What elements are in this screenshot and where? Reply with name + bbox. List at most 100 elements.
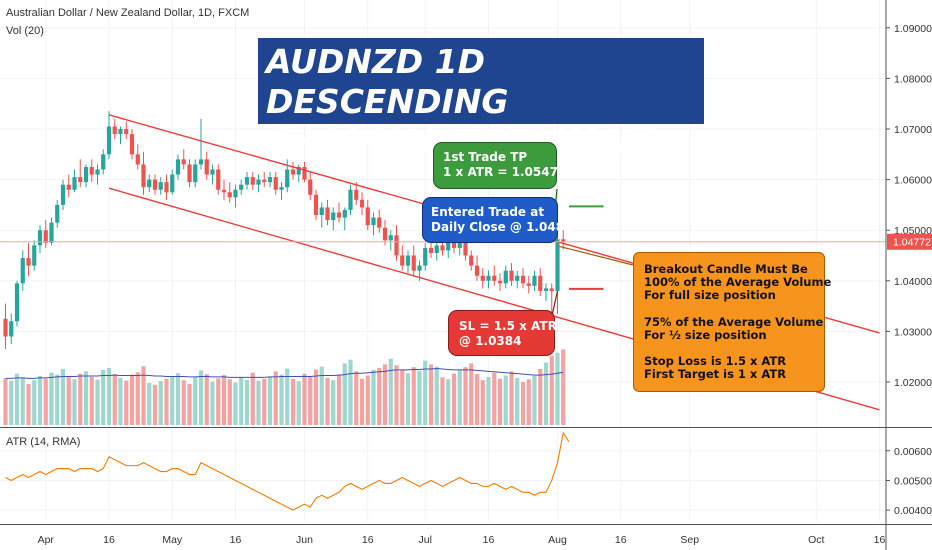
- candle-body: [382, 227, 388, 241]
- time-tick-label: Aug: [548, 534, 567, 546]
- candle-body: [43, 230, 48, 243]
- volume-bar: [66, 376, 71, 425]
- candle-body: [342, 209, 347, 218]
- candle-body: [135, 154, 140, 165]
- candle-body: [348, 189, 353, 210]
- volume-bar: [555, 352, 560, 425]
- candle-body: [497, 280, 503, 284]
- candle-body: [520, 275, 526, 284]
- volume-bar: [417, 370, 422, 425]
- candle-body: [9, 321, 14, 337]
- volume-bar: [3, 378, 8, 425]
- volume-bar: [244, 379, 250, 425]
- volume-bar: [469, 363, 474, 425]
- candle-body: [313, 194, 319, 216]
- volume-bar: [170, 376, 175, 425]
- rules-line-5: For ½ size position: [644, 327, 767, 342]
- volume-bar: [497, 378, 503, 425]
- time-tick-label: 16: [230, 534, 242, 546]
- candle-body: [106, 126, 112, 155]
- candle-body: [49, 222, 54, 243]
- candle-body: [319, 207, 324, 216]
- candle-body: [95, 169, 100, 175]
- volume-average-line: [5, 368, 564, 379]
- time-tick-label: 16: [362, 534, 374, 546]
- volume-bar: [193, 377, 198, 425]
- volume-bar: [227, 379, 232, 425]
- volume-bar: [49, 372, 54, 425]
- candle-body: [66, 184, 71, 190]
- volume-bar: [354, 371, 359, 425]
- volume-bar: [32, 380, 37, 425]
- time-tick-label: 16: [483, 534, 495, 546]
- candle-body: [474, 265, 480, 276]
- candle-body: [221, 189, 227, 193]
- time-tick-label: Jul: [419, 534, 432, 546]
- candle-body: [354, 189, 359, 200]
- volume-bar: [331, 380, 336, 425]
- volume-bar: [95, 379, 100, 425]
- candle-body: [308, 179, 313, 195]
- candle-body: [204, 159, 209, 175]
- candle-body: [20, 258, 25, 284]
- candle-body: [555, 239, 560, 291]
- candle-body: [32, 245, 37, 266]
- volume-bar: [43, 378, 48, 425]
- volume-bar: [198, 370, 204, 425]
- candle-body: [14, 283, 20, 322]
- candle-body: [210, 169, 215, 175]
- volume-bar: [503, 375, 508, 425]
- volume-bar: [400, 369, 405, 425]
- candle-body: [239, 184, 244, 190]
- candle-body: [371, 217, 376, 226]
- candle-body: [451, 242, 457, 248]
- candle-body: [440, 245, 445, 251]
- volume-bar: [319, 366, 324, 425]
- candle-body: [434, 245, 439, 253]
- volume-bar: [348, 359, 353, 425]
- volume-bar: [446, 379, 451, 425]
- time-tick-label: May: [162, 534, 183, 546]
- candle-body: [296, 166, 301, 175]
- volume-bar: [428, 364, 434, 425]
- price-tick-label: 1.03000: [894, 326, 932, 338]
- tp-line-1: 1st Trade TP: [443, 150, 528, 164]
- volume-bar: [101, 369, 106, 425]
- volume-bar: [9, 380, 14, 425]
- volume-bar: [250, 372, 255, 425]
- time-tick-label: Oct: [808, 534, 824, 546]
- rules-line-1: Breakout Candle Must Be: [644, 262, 808, 276]
- atr-tick-label: 0.00400: [894, 505, 932, 517]
- volume-bar: [377, 368, 382, 425]
- volume-bar: [526, 379, 531, 425]
- candle-body: [72, 177, 77, 190]
- time-tick-label: 16: [615, 534, 627, 546]
- stop-loss-callout: SL = 1.5 x ATR @ 1.0384: [448, 310, 557, 356]
- atr-line: [5, 431, 570, 511]
- volume-bar: [72, 379, 77, 425]
- time-tick-label: Jun: [296, 534, 313, 546]
- entry-line-1: Entered Trade at: [431, 205, 545, 219]
- volume-indicator-label: Vol (20): [6, 25, 44, 37]
- volume-bar: [285, 368, 290, 425]
- volume-bar: [233, 382, 238, 425]
- volume-bar: [411, 367, 416, 425]
- volume-bar: [509, 371, 514, 425]
- volume-bar: [520, 382, 526, 425]
- atr-indicator-label: ATR (14, RMA): [6, 436, 81, 448]
- candle-body: [193, 164, 198, 183]
- volume-bar: [365, 375, 370, 425]
- candle-body: [359, 199, 365, 208]
- candle-body: [509, 270, 514, 281]
- atr-series-line: [5, 431, 570, 511]
- candle-body: [503, 270, 508, 284]
- candle-body: [290, 169, 296, 175]
- candle-body: [532, 275, 537, 286]
- volume-bar: [451, 373, 457, 425]
- atr-tick-label: 0.00500: [894, 475, 932, 487]
- volume-bars: [3, 349, 566, 425]
- candle-body: [55, 204, 60, 223]
- candle-body: [164, 182, 169, 193]
- volume-bar: [434, 366, 439, 425]
